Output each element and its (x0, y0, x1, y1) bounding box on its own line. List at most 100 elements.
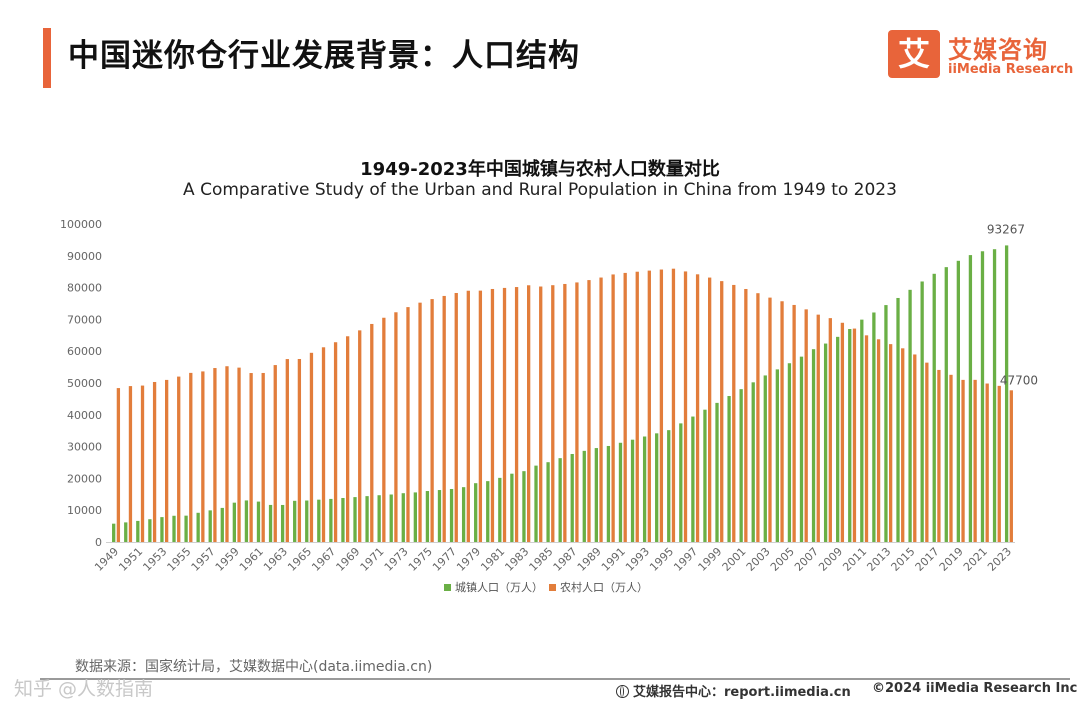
bar-urban-1972 (389, 494, 393, 542)
report-center-link[interactable]: 艾媒报告中心：report.iimedia.cn (616, 681, 851, 700)
bar-rural-1992 (635, 271, 639, 542)
bar-rural-2023 (1009, 390, 1013, 542)
bar-urban-1968 (341, 497, 345, 542)
bar-urban-1980 (486, 481, 490, 542)
bar-urban-1962 (268, 504, 273, 542)
bar-rural-1972 (394, 312, 398, 542)
y-tick-label: 60000 (67, 345, 102, 358)
bar-urban-2023 (1004, 245, 1009, 542)
bar-urban-2009 (836, 336, 840, 542)
x-tick-label: 2013 (864, 545, 893, 574)
bar-urban-1981 (498, 477, 502, 542)
bar-urban-2001 (739, 389, 743, 542)
bar-rural-1982 (514, 287, 519, 542)
report-center-text: 艾媒报告中心：report.iimedia.cn (633, 685, 851, 700)
bar-rural-1986 (563, 283, 567, 542)
bar-rural-1958 (225, 366, 229, 542)
bar-urban-1955 (184, 515, 188, 542)
bar-urban-1999 (715, 402, 719, 542)
bar-urban-2013 (884, 305, 888, 542)
bar-rural-1959 (237, 367, 241, 542)
bar-rural-1984 (539, 286, 543, 542)
x-tick-label: 1961 (237, 545, 266, 574)
bar-rural-1956 (201, 371, 205, 542)
bar-urban-1959 (232, 502, 236, 542)
x-tick-label: 1965 (285, 545, 314, 574)
bar-urban-1960 (244, 500, 249, 542)
bar-urban-1998 (703, 409, 707, 542)
x-tick-label: 1957 (189, 545, 218, 574)
bar-rural-2017 (937, 369, 941, 542)
y-tick-label: 40000 (67, 409, 102, 422)
chart-title: 1949-2023年中国城镇与农村人口数量对比 (360, 159, 720, 180)
bar-rural-1967 (333, 342, 338, 542)
legend-swatch-rural (549, 584, 556, 591)
x-tick-label: 1951 (116, 545, 145, 574)
x-tick-label: 1975 (406, 545, 435, 574)
bar-urban-1994 (655, 433, 659, 542)
bar-rural-1991 (623, 272, 627, 542)
x-tick-label: 2007 (792, 545, 821, 574)
bar-urban-1971 (377, 495, 381, 542)
bar-urban-1976 (437, 490, 442, 542)
x-tick-label: 2003 (744, 545, 773, 574)
bar-urban-1978 (461, 487, 466, 542)
bar-rural-1981 (502, 287, 507, 542)
y-tick-label: 70000 (67, 313, 102, 326)
bar-rural-2012 (876, 339, 881, 542)
bar-rural-2011 (864, 335, 869, 542)
bar-rural-2016 (925, 362, 929, 542)
bar-urban-1983 (522, 471, 526, 542)
bar-urban-1969 (353, 497, 357, 542)
x-tick-label: 1979 (454, 545, 483, 574)
bar-rural-1960 (249, 373, 253, 542)
bar-urban-2000 (727, 396, 731, 542)
logo-mark-icon: 艾 (888, 30, 940, 78)
bar-urban-2004 (775, 369, 779, 542)
bar-rural-2020 (973, 379, 977, 542)
y-tick-label: 100000 (60, 218, 102, 231)
bar-rural-2005 (792, 304, 796, 542)
brand-logo: 艾 艾媒咨询 iiMedia Research (888, 30, 1073, 82)
bar-urban-1965 (305, 500, 309, 542)
bar-rural-1990 (611, 274, 615, 542)
bar-rural-1969 (358, 330, 362, 542)
x-tick-label: 1973 (382, 545, 411, 574)
title-accent-bar (43, 28, 51, 88)
logo-text-cn: 艾媒咨询 (948, 36, 1048, 64)
bar-rural-1961 (261, 372, 265, 542)
bar-urban-2017 (932, 273, 936, 542)
bar-urban-1984 (534, 465, 538, 542)
bar-urban-1966 (317, 499, 321, 542)
bar-rural-1985 (551, 285, 555, 542)
bar-rural-1962 (273, 365, 277, 542)
y-tick-label: 50000 (67, 377, 102, 390)
x-tick-label: 1999 (695, 545, 724, 574)
bar-urban-1974 (413, 492, 417, 542)
bar-urban-1988 (582, 450, 586, 542)
bar-urban-1977 (449, 488, 454, 542)
bar-urban-1949 (112, 523, 116, 542)
x-tick-label: 1983 (502, 545, 531, 574)
bar-rural-1977 (454, 292, 458, 542)
bar-rural-2021 (985, 383, 989, 542)
bar-rural-2010 (852, 328, 857, 542)
bar-rural-1968 (346, 336, 350, 542)
bar-urban-1957 (208, 510, 212, 542)
bar-urban-1967 (329, 498, 333, 542)
bar-rural-1953 (165, 379, 169, 542)
bar-rural-2003 (768, 297, 772, 542)
x-tick-label: 1967 (309, 545, 338, 574)
x-tick-label: 1977 (430, 545, 459, 574)
bar-rural-1987 (575, 282, 579, 542)
x-tick-label: 1971 (358, 545, 387, 574)
chart-subtitle: A Comparative Study of the Urban and Rur… (183, 180, 897, 200)
x-tick-label: 2005 (768, 545, 797, 574)
x-tick-label: 1981 (478, 545, 507, 574)
bar-rural-1975 (430, 299, 434, 542)
x-tick-label: 1949 (92, 545, 121, 574)
bar-rural-1950 (128, 386, 133, 542)
bar-urban-2008 (823, 343, 828, 542)
bar-urban-2019 (956, 260, 960, 542)
bar-urban-1986 (558, 458, 562, 542)
